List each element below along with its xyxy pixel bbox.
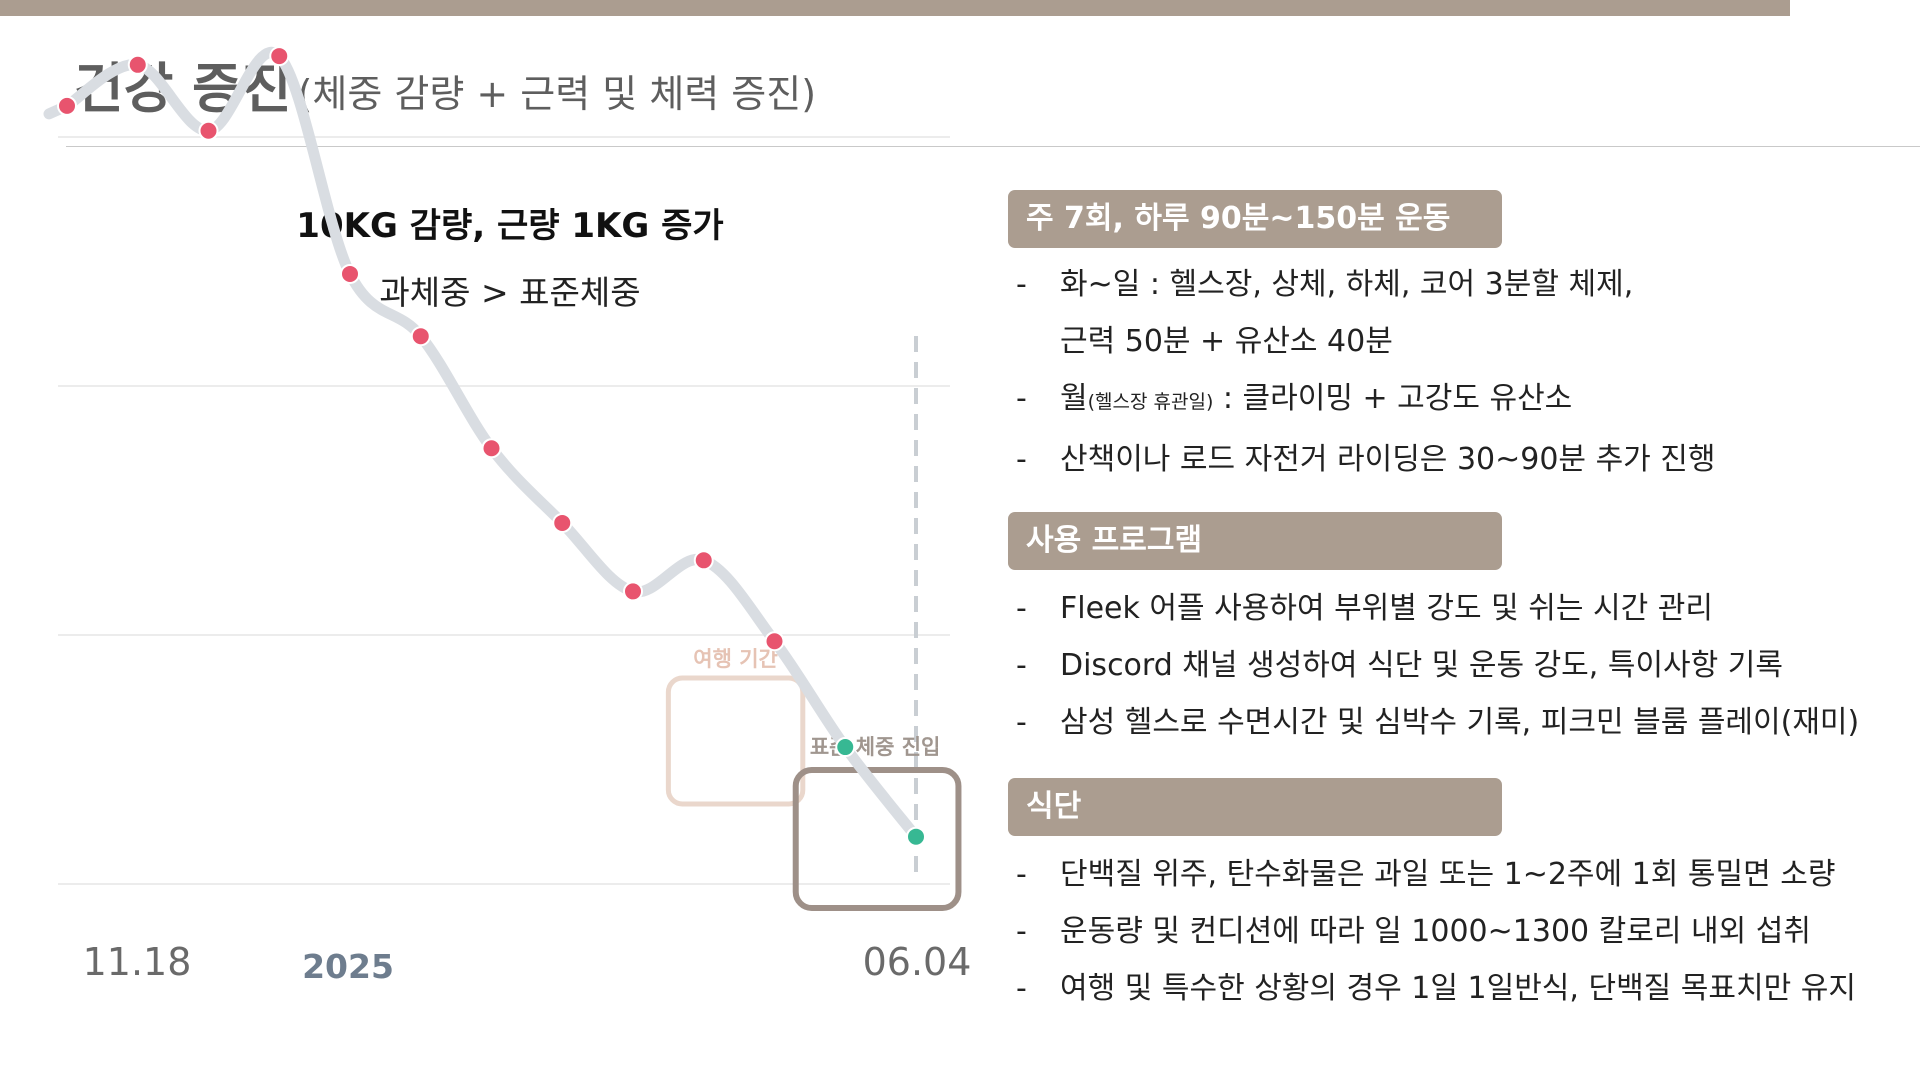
list-item-text: 화~일 : 헬스장, 상체, 하체, 코어 3분할 체제, (1060, 267, 1634, 302)
data-point (693, 550, 714, 571)
chart-title: 10KG 감량, 근량 1KG 증가 (296, 206, 724, 246)
title-divider (66, 146, 1920, 147)
bullet-dash: - (1016, 267, 1027, 302)
section-header-diet: 식단 (1008, 778, 1502, 836)
list-item-text: 삼성 헬스로 수면시간 및 심박수 기록, 피크민 블룸 플레이(재미) (1060, 705, 1860, 740)
bullet-dash: - (1016, 648, 1027, 683)
data-point (835, 737, 856, 758)
weight-chart: 여행 기간 표준 체중 진입 11.18 2025 06.04 (43, 46, 972, 986)
list-item: - 여행 및 특수한 상황의 경우 1일 1일반식, 단백질 목표치만 유지 (1012, 960, 1912, 1017)
page-title-subtitle: (체중 감량 + 근력 및 체력 증진) (297, 72, 817, 116)
bullet-dash: - (1016, 857, 1027, 892)
list-item-text: : 클라이밍 + 고강도 유산소 (1213, 381, 1573, 416)
x-tick-label-year: 2025 (302, 947, 394, 986)
list-item-note: (헬스장 휴관일) (1087, 391, 1214, 413)
programs-list: - Fleek 어플 사용하여 부위별 강도 및 쉬는 시간 관리 - Discor… (1012, 580, 1912, 751)
bullet-dash: - (1016, 971, 1027, 1006)
list-item-text: 여행 및 특수한 상황의 경우 1일 1일반식, 단백질 목표치만 유지 (1060, 971, 1856, 1006)
x-tick-label-end: 06.04 (863, 940, 972, 984)
data-point (906, 826, 926, 847)
section-header-programs: 사용 프로그램 (1008, 512, 1502, 570)
list-item: - 운동량 및 컨디션에 따라 일 1000~1300 칼로리 내외 섭취 (1012, 903, 1912, 960)
data-point (623, 581, 643, 602)
list-item-continuation: 근력 50분 + 유산소 40분 (1060, 324, 1393, 359)
page-title: 건강 증진 (체중 감량 + 근력 및 체력 증진) (74, 44, 816, 123)
list-item: - Discord 채널 생성하여 식단 및 운동 강도, 특이사항 기록 (1012, 637, 1912, 694)
exercise-list: - 화~일 : 헬스장, 상체, 하체, 코어 3분할 체제, 근력 50분 + 유… (1012, 256, 1912, 488)
data-point (764, 631, 785, 652)
list-item: - 삼성 헬스로 수면시간 및 심박수 기록, 피크민 블룸 플레이(재미) (1012, 694, 1912, 751)
travel-period-label: 여행 기간 (693, 647, 778, 671)
bullet-dash: - (1016, 914, 1027, 949)
list-item-text: 단백질 위주, 탄수화물은 과일 또는 1~2주에 1회 통밀면 소량 (1060, 857, 1836, 892)
data-point (410, 326, 431, 347)
bullet-dash: - (1016, 381, 1027, 416)
list-item: - 월(헬스장 휴관일) : 클라이밍 + 고강도 유산소 (1012, 370, 1912, 431)
list-item: - 단백질 위주, 탄수화물은 과일 또는 1~2주에 1회 통밀면 소량 (1012, 846, 1912, 903)
list-item: - 산책이나 로드 자전거 라이딩은 30~90분 추가 진행 (1012, 431, 1912, 488)
bullet-dash: - (1016, 591, 1027, 626)
data-points (57, 46, 926, 847)
x-tick-label-start: 11.18 (83, 940, 192, 984)
list-item: - Fleek 어플 사용하여 부위별 강도 및 쉬는 시간 관리 (1012, 580, 1912, 637)
chart-subtitle: 과체중 > 표준체중 (379, 273, 641, 312)
bullet-dash: - (1016, 442, 1027, 477)
data-point (552, 512, 573, 533)
list-item-prefix: 월 (1060, 381, 1088, 416)
list-item-text: Discord 채널 생성하여 식단 및 운동 강도, 특이사항 기록 (1060, 648, 1783, 683)
list-item-text: 산책이나 로드 자전거 라이딩은 30~90분 추가 진행 (1060, 442, 1716, 477)
data-point (57, 95, 77, 116)
travel-period-highlight (665, 675, 806, 807)
list-item-text: 운동량 및 컨디션에 따라 일 1000~1300 칼로리 내외 섭취 (1060, 914, 1811, 949)
data-point (269, 46, 290, 67)
data-point (481, 438, 502, 459)
section-header-exercise: 주 7회, 하루 90분~150분 운동 (1008, 190, 1502, 248)
normal-weight-label: 표준 체중 진입 (810, 735, 941, 759)
top-accent-bar (0, 0, 1790, 16)
list-item: - 화~일 : 헬스장, 상체, 하체, 코어 3분할 체제, 근력 50분 + 유… (1012, 256, 1912, 370)
list-item-text: Fleek 어플 사용하여 부위별 강도 및 쉬는 시간 관리 (1060, 591, 1713, 626)
data-point (198, 120, 219, 141)
chart-grid (58, 136, 950, 885)
data-point (340, 263, 360, 284)
data-point (127, 54, 148, 75)
bullet-dash: - (1016, 705, 1027, 740)
diet-list: - 단백질 위주, 탄수화물은 과일 또는 1~2주에 1회 통밀면 소량 - 운동… (1012, 846, 1912, 1017)
normal-weight-highlight (792, 767, 962, 911)
